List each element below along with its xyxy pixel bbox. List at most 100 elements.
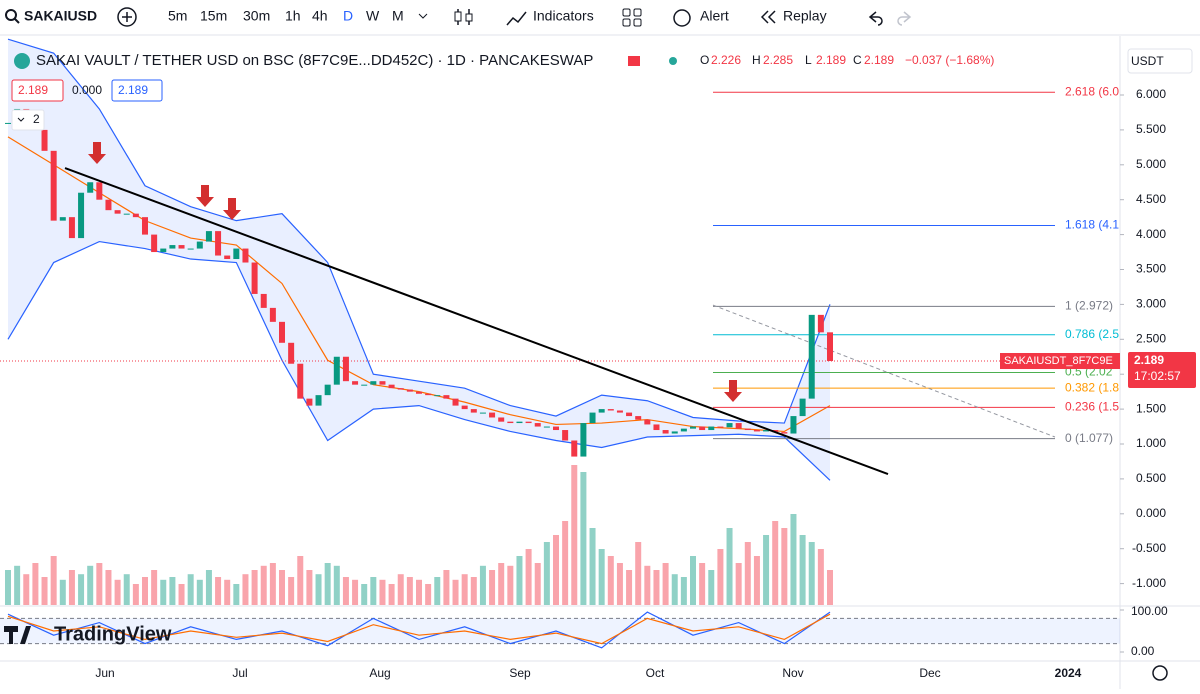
currency-button[interactable] — [1127, 48, 1193, 74]
search-icon[interactable] — [5, 9, 17, 21]
candle — [616, 410, 623, 413]
candle — [516, 421, 523, 424]
alert-button[interactable]: Alert — [700, 8, 729, 24]
add-symbol[interactable] — [117, 7, 137, 27]
brand-name: TradingView — [54, 623, 172, 645]
interval-button[interactable]: M — [392, 8, 404, 24]
volume-bar — [616, 563, 623, 605]
fib-label: 2.618 (6.0 — [1065, 84, 1119, 98]
volume-bar — [772, 521, 779, 605]
templates[interactable] — [622, 8, 631, 17]
price-tick-label: 1.500 — [1136, 401, 1166, 415]
volume-bar — [827, 570, 833, 605]
candle — [397, 388, 404, 390]
arrow — [88, 142, 106, 164]
time-label: Oct — [646, 666, 665, 680]
volume-bar — [744, 542, 751, 605]
candle — [50, 150, 57, 221]
interval-button[interactable]: 15m — [200, 8, 227, 24]
price-tick-label: 0.000 — [1136, 506, 1166, 520]
candle — [763, 430, 770, 432]
candle — [5, 122, 11, 124]
volume-bar — [178, 584, 185, 605]
interval-menu[interactable] — [418, 13, 428, 19]
candle — [41, 129, 48, 151]
price-tick-label: 4.500 — [1136, 192, 1166, 206]
volume-bar — [123, 574, 130, 605]
candle — [306, 398, 313, 406]
volume-bar — [14, 565, 21, 605]
interval-button[interactable]: 1h — [285, 8, 301, 24]
volume-bar — [87, 565, 94, 605]
volume-bar — [507, 565, 514, 605]
candle — [808, 314, 815, 399]
time-label: Jun — [95, 666, 114, 680]
fib-label: 1.618 (4.1 — [1065, 218, 1119, 232]
candle — [288, 342, 295, 364]
interval-button[interactable]: 5m — [168, 8, 187, 24]
candle — [169, 245, 176, 249]
replay-button[interactable]: Replay — [783, 8, 827, 24]
settings[interactable] — [1152, 665, 1168, 681]
flag[interactable] — [628, 56, 640, 66]
volume-bar — [790, 514, 797, 605]
candle — [461, 405, 468, 410]
volume-bar — [50, 556, 57, 605]
candle — [653, 424, 660, 431]
time-label: Jul — [232, 666, 247, 680]
collapsed-count: 2 — [33, 112, 40, 126]
volume-bar — [534, 563, 541, 605]
currency-label: USDT — [1131, 54, 1164, 68]
volume-bar — [342, 577, 349, 605]
volume-bar — [260, 565, 267, 605]
annotation-arrows — [88, 142, 742, 402]
band-upper — [7, 38, 831, 424]
volume-bar — [288, 577, 295, 605]
volume-bar — [215, 577, 222, 605]
candle — [479, 412, 486, 414]
candle — [333, 356, 340, 385]
interval-button[interactable]: W — [366, 8, 380, 24]
volume-bar — [580, 472, 587, 605]
arrow — [223, 198, 241, 220]
candle — [132, 213, 139, 218]
candle — [543, 426, 550, 428]
candle — [562, 430, 569, 441]
interval-button[interactable]: 4h — [312, 8, 328, 24]
interval-button[interactable]: D — [343, 8, 353, 24]
indicators-button[interactable]: Indicators — [533, 8, 594, 24]
volume-bar — [708, 570, 715, 605]
candle — [187, 248, 194, 250]
candle — [114, 210, 121, 214]
undo[interactable] — [868, 11, 883, 26]
candle — [78, 192, 85, 239]
time-label: 2024 — [1055, 666, 1082, 680]
candle — [388, 384, 395, 389]
fib-label: 1 (2.972) — [1065, 299, 1113, 313]
volume-bar — [78, 574, 85, 605]
indicators-icon — [506, 11, 527, 26]
collapse-button[interactable] — [11, 109, 45, 131]
toolbar: SAKAIUSD 5m 15m 30m 1h 4h D W M Indicators Aler… — [0, 7, 1200, 36]
fib-label: 0.382 (1.8 — [1065, 380, 1119, 394]
price-tick-label: 4.000 — [1136, 227, 1166, 241]
interval-button[interactable]: 30m — [243, 8, 270, 24]
volume-bar — [333, 565, 340, 605]
price-tick-label: 5.000 — [1136, 157, 1166, 171]
volume-bar — [644, 565, 651, 605]
time-label: Sep — [509, 666, 531, 680]
candle — [498, 417, 505, 422]
symbol[interactable]: SAKAIUSD — [24, 8, 97, 24]
volume-bar — [516, 556, 523, 605]
redo[interactable] — [897, 11, 912, 26]
candle — [68, 217, 75, 239]
candle — [571, 440, 578, 457]
ohlc-label: C — [853, 53, 862, 67]
chart-type — [465, 13, 473, 22]
candle — [781, 432, 788, 434]
volume-bar — [781, 528, 788, 605]
volume-bar — [406, 577, 413, 605]
volume-bar — [388, 584, 395, 605]
ohlc-legend: O 2.226 H 2.285 L 2.189 C 2.189 — [700, 53, 894, 67]
